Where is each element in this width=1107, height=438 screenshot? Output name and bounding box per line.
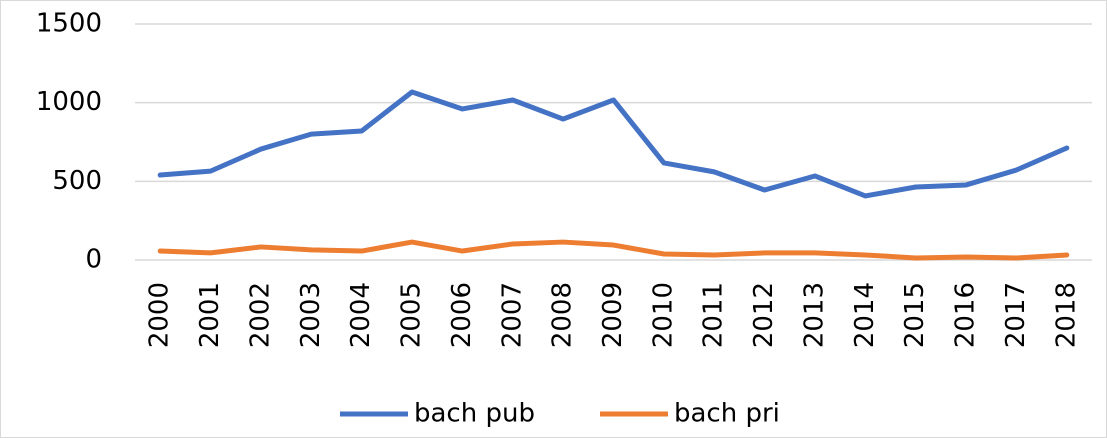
x-tick-label: 2011 xyxy=(699,282,729,348)
x-tick-label: 2009 xyxy=(598,282,628,348)
line-series xyxy=(157,89,1070,199)
x-tick-label: 2005 xyxy=(397,282,427,348)
x-tick-label: 2008 xyxy=(548,282,578,348)
legend-label: bach pri xyxy=(674,399,780,429)
y-tick-label: 1500 xyxy=(36,9,102,39)
x-tick-label: 2018 xyxy=(1051,282,1081,348)
y-tick-label: 500 xyxy=(52,166,102,196)
x-tick-label: 2017 xyxy=(1001,282,1031,348)
x-tick-label: 2016 xyxy=(951,282,981,348)
x-tick-label: 2003 xyxy=(296,282,326,348)
x-tick-label: 2013 xyxy=(799,282,829,348)
x-tick-label: 2010 xyxy=(648,282,678,348)
x-tick-label: 2002 xyxy=(245,282,275,348)
x-tick-label: 2000 xyxy=(145,282,175,348)
y-tick-label: 1000 xyxy=(36,87,102,117)
legend-label: bach pub xyxy=(414,399,535,429)
y-tick-label: 0 xyxy=(85,245,102,275)
x-tick-label: 2001 xyxy=(195,282,225,348)
x-tick-label: 2015 xyxy=(900,282,930,348)
x-tick-label: 2014 xyxy=(850,282,880,348)
line-series xyxy=(157,239,1070,261)
x-tick-label: 2012 xyxy=(749,282,779,348)
x-tick-label: 2004 xyxy=(346,282,376,348)
x-tick-label: 2007 xyxy=(497,282,527,348)
x-tick-label: 2006 xyxy=(447,282,477,348)
